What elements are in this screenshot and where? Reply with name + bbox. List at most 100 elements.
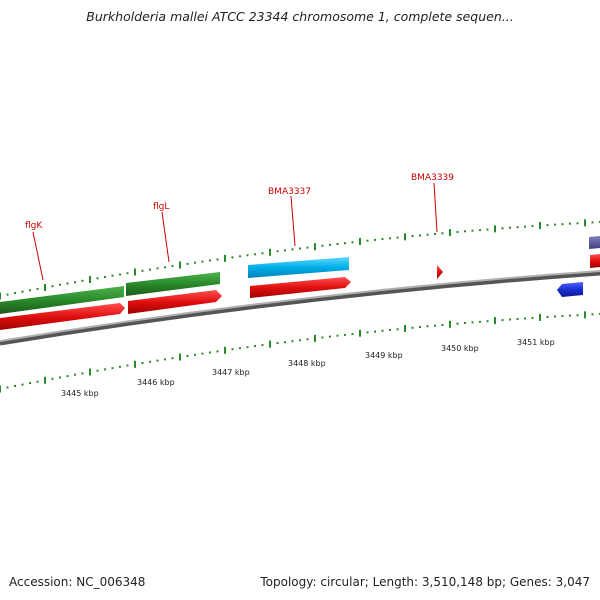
major-tick: [179, 354, 181, 361]
minor-tick: [232, 348, 234, 350]
minor-tick: [254, 253, 256, 255]
minor-tick: [502, 227, 504, 229]
minor-tick: [142, 270, 144, 272]
minor-tick: [254, 345, 256, 347]
major-tick: [0, 386, 1, 393]
major-tick: [539, 314, 541, 321]
major-tick: [134, 269, 136, 276]
minor-tick: [562, 315, 564, 317]
minor-tick: [389, 237, 391, 239]
major-tick: [584, 311, 586, 318]
major-tick: [269, 249, 271, 256]
minor-tick: [322, 245, 324, 247]
minor-tick: [22, 291, 24, 293]
minor-tick: [239, 255, 241, 257]
major-tick: [404, 325, 406, 332]
minor-tick: [22, 384, 24, 386]
minor-tick: [209, 352, 211, 354]
minor-tick: [382, 238, 384, 240]
minor-tick: [202, 353, 204, 355]
minor-tick: [187, 355, 189, 357]
major-tick: [89, 369, 91, 376]
minor-tick: [104, 368, 106, 370]
kbp-label: 3445 kbp: [61, 389, 99, 398]
minor-tick: [322, 337, 324, 339]
major-tick: [134, 361, 136, 368]
minor-tick: [74, 374, 76, 376]
inner-tick-ring: [0, 311, 600, 392]
gene-label-flgK[interactable]: flgK: [25, 221, 43, 231]
major-tick: [494, 317, 496, 324]
minor-tick: [532, 225, 534, 227]
summary-text: Topology: circular; Length: 3,510,148 bp…: [260, 575, 590, 589]
minor-tick: [67, 283, 69, 285]
minor-tick: [344, 242, 346, 244]
major-tick: [314, 243, 316, 250]
minor-tick: [299, 339, 301, 341]
minor-tick: [232, 256, 234, 258]
minor-tick: [127, 272, 129, 274]
minor-tick: [532, 317, 534, 319]
major-tick: [44, 377, 46, 384]
minor-tick: [239, 347, 241, 349]
minor-tick: [299, 248, 301, 250]
major-tick: [224, 255, 226, 262]
minor-tick: [29, 289, 31, 291]
minor-tick: [292, 248, 294, 250]
minor-tick: [187, 263, 189, 265]
gene-label-flgL[interactable]: flgL: [153, 202, 169, 212]
minor-tick: [434, 233, 436, 235]
major-tick: [359, 330, 361, 337]
minor-tick: [464, 322, 466, 324]
minor-tick: [337, 243, 339, 245]
cds-arrow-reverse[interactable]: [557, 282, 583, 297]
minor-tick: [142, 362, 144, 364]
minor-tick: [592, 221, 594, 223]
cds-arrow-edge[interactable]: [590, 254, 600, 268]
minor-tick: [202, 261, 204, 263]
minor-tick: [194, 354, 196, 356]
minor-tick: [209, 260, 211, 262]
minor-tick: [382, 330, 384, 332]
kbp-labels: 3445 kbp 3446 kbp 3447 kbp 3448 kbp 3449…: [61, 338, 555, 398]
major-tick: [584, 219, 586, 226]
minor-tick: [14, 292, 16, 294]
minor-tick: [82, 280, 84, 282]
minor-tick: [457, 323, 459, 325]
minor-tick: [487, 320, 489, 322]
minor-tick: [374, 239, 376, 241]
major-tick: [359, 238, 361, 245]
major-tick: [269, 341, 271, 348]
minor-tick: [97, 370, 99, 372]
major-tick: [539, 222, 541, 229]
cds-arrow-small[interactable]: [437, 265, 443, 279]
major-tick: [44, 284, 46, 291]
gene-BMA3337[interactable]: [248, 257, 349, 278]
gene-label-BMA3339[interactable]: BMA3339: [411, 173, 454, 183]
minor-tick: [37, 288, 39, 290]
minor-tick: [397, 328, 399, 330]
minor-tick: [554, 316, 556, 318]
minor-tick: [509, 319, 511, 321]
minor-tick: [119, 366, 121, 368]
minor-tick: [397, 237, 399, 239]
minor-tick: [7, 294, 9, 296]
minor-tick: [277, 250, 279, 252]
minor-tick: [194, 262, 196, 264]
minor-tick: [74, 281, 76, 283]
minor-tick: [427, 234, 429, 236]
minor-tick: [502, 319, 504, 321]
gene-purple-edge[interactable]: [589, 236, 600, 249]
gene-label-BMA3337[interactable]: BMA3337: [268, 187, 311, 197]
minor-tick: [419, 326, 421, 328]
minor-tick: [412, 235, 414, 237]
minor-tick: [292, 340, 294, 342]
minor-tick: [592, 313, 594, 315]
minor-tick: [217, 259, 219, 261]
minor-tick: [119, 274, 121, 276]
minor-tick: [524, 226, 526, 228]
minor-tick: [427, 325, 429, 327]
minor-tick: [59, 377, 61, 379]
major-tick: [404, 233, 406, 240]
